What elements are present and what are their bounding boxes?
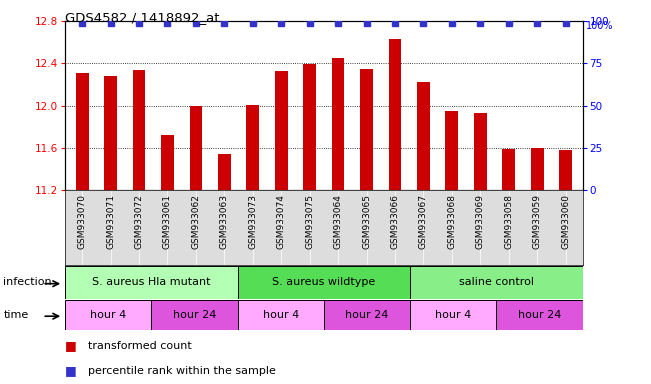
Text: GSM933071: GSM933071 (106, 194, 115, 249)
Bar (246, 104, 259, 190)
Bar (324, 300, 410, 330)
Bar (161, 135, 174, 190)
Text: percentile rank within the sample: percentile rank within the sample (88, 366, 276, 376)
Text: GSM933065: GSM933065 (362, 194, 371, 249)
Text: ■: ■ (65, 339, 77, 352)
Bar (389, 39, 402, 190)
Bar (133, 70, 145, 190)
Bar (275, 71, 288, 190)
Bar (417, 83, 430, 190)
Text: infection: infection (3, 277, 52, 288)
Bar (218, 154, 230, 190)
Text: GSM933058: GSM933058 (505, 194, 513, 249)
Bar (104, 76, 117, 190)
Bar (559, 150, 572, 190)
Text: hour 24: hour 24 (173, 310, 216, 320)
Text: GSM933066: GSM933066 (391, 194, 400, 249)
Bar (531, 148, 544, 190)
Text: GSM933075: GSM933075 (305, 194, 314, 249)
Text: S. aureus wildtype: S. aureus wildtype (272, 277, 376, 288)
Bar (332, 58, 344, 190)
Text: GSM933061: GSM933061 (163, 194, 172, 249)
Text: GSM933059: GSM933059 (533, 194, 542, 249)
Bar (76, 73, 89, 190)
Text: hour 24: hour 24 (345, 310, 389, 320)
Bar (474, 113, 487, 190)
Bar (503, 149, 515, 190)
Bar (496, 300, 583, 330)
Bar (65, 266, 238, 299)
Text: GSM933070: GSM933070 (77, 194, 87, 249)
Text: GSM933060: GSM933060 (561, 194, 570, 249)
Text: GSM933074: GSM933074 (277, 194, 286, 249)
Text: GSM933064: GSM933064 (333, 194, 342, 249)
Text: GSM933069: GSM933069 (476, 194, 485, 249)
Text: GDS4582 / 1418892_at: GDS4582 / 1418892_at (65, 12, 219, 25)
Text: GSM933072: GSM933072 (135, 194, 143, 249)
Text: GSM933068: GSM933068 (447, 194, 456, 249)
Bar (189, 106, 202, 190)
Text: ■: ■ (65, 364, 77, 377)
Bar (445, 111, 458, 190)
Text: transformed count: transformed count (88, 341, 191, 351)
Bar (303, 65, 316, 190)
Text: GSM933067: GSM933067 (419, 194, 428, 249)
Bar (410, 266, 583, 299)
Text: time: time (3, 310, 29, 320)
Text: GSM933062: GSM933062 (191, 194, 201, 249)
Text: GSM933063: GSM933063 (220, 194, 229, 249)
Text: GSM933073: GSM933073 (248, 194, 257, 249)
Text: saline control: saline control (459, 277, 534, 288)
Text: hour 4: hour 4 (435, 310, 471, 320)
Bar (238, 266, 410, 299)
Bar (360, 69, 373, 190)
Text: hour 4: hour 4 (262, 310, 299, 320)
Text: S. aureus Hla mutant: S. aureus Hla mutant (92, 277, 211, 288)
Bar (410, 300, 496, 330)
Bar (238, 300, 324, 330)
Bar (151, 300, 238, 330)
Bar (65, 300, 151, 330)
Text: hour 24: hour 24 (518, 310, 561, 320)
Text: hour 4: hour 4 (90, 310, 126, 320)
Text: 100%: 100% (586, 21, 613, 31)
